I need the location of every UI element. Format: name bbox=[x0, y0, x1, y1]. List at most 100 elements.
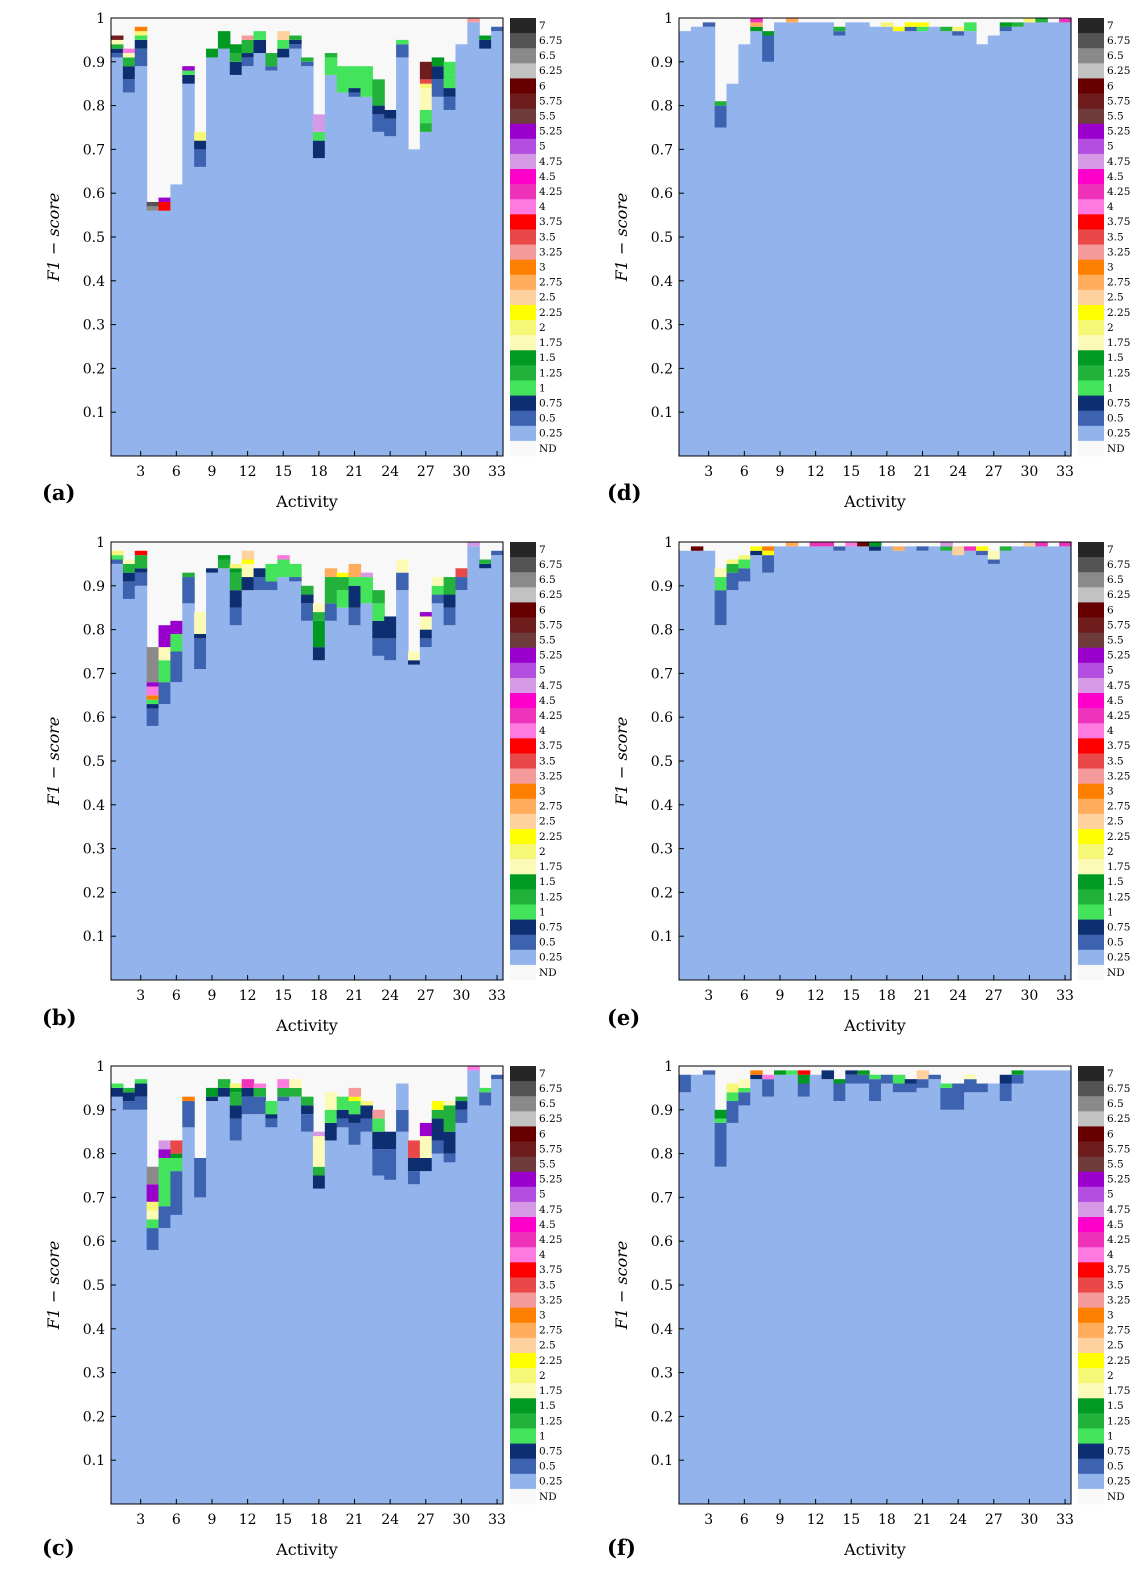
bar-segment bbox=[360, 1105, 373, 1119]
bar-segment bbox=[714, 127, 728, 456]
colorbar-swatch bbox=[510, 1368, 536, 1384]
colorbar-swatch bbox=[510, 949, 536, 966]
bar-segment bbox=[491, 26, 504, 32]
colorbar-swatch bbox=[1078, 1081, 1104, 1097]
bar-segment bbox=[690, 546, 704, 551]
bar-segment bbox=[158, 647, 171, 661]
bar-segment bbox=[1011, 1074, 1025, 1084]
bar-segment bbox=[904, 546, 918, 980]
colorbar-swatch bbox=[1078, 48, 1104, 64]
bar-segment bbox=[360, 1118, 373, 1132]
bar-segment bbox=[916, 31, 930, 456]
colorbar-label: 5 bbox=[1107, 1189, 1114, 1201]
x-tick-label: 27 bbox=[985, 464, 1003, 480]
bar-segment bbox=[679, 1074, 692, 1093]
bar-segment bbox=[265, 577, 278, 582]
y-tick-label: 0.6 bbox=[83, 1234, 105, 1250]
colorbar-label: 6.75 bbox=[1107, 1083, 1130, 1095]
bar-segment bbox=[324, 603, 338, 621]
colorbar-swatch bbox=[1078, 889, 1104, 905]
y-tick-label: 0.7 bbox=[651, 1190, 673, 1206]
bar-segment bbox=[762, 1096, 775, 1504]
bar-segment bbox=[360, 1131, 373, 1504]
colorbar-label: 3.25 bbox=[1107, 246, 1130, 258]
colorbar-swatch bbox=[510, 859, 536, 875]
colorbar-swatch bbox=[1078, 1096, 1104, 1112]
bar-segment bbox=[975, 546, 989, 551]
panel-label: (d) bbox=[607, 480, 642, 505]
bar-segment bbox=[455, 44, 468, 456]
x-tick-label: 12 bbox=[239, 464, 257, 480]
x-axis-label: Activity bbox=[843, 1016, 906, 1035]
colorbar-label: ND bbox=[539, 1491, 557, 1503]
bar-segment bbox=[679, 550, 692, 980]
colorbar-swatch bbox=[510, 380, 536, 396]
colorbar-label: 1.5 bbox=[539, 876, 556, 888]
y-tick-label: 0.4 bbox=[651, 1322, 673, 1338]
colorbar-swatch bbox=[510, 1262, 536, 1278]
y-tick-label: 0.3 bbox=[651, 842, 673, 858]
bar-segment bbox=[134, 572, 148, 586]
bar-segment bbox=[431, 79, 445, 97]
bar-segment bbox=[206, 572, 219, 980]
bar-segment bbox=[396, 1131, 409, 1504]
bar-segment bbox=[975, 550, 989, 556]
bar-segment bbox=[1011, 1083, 1025, 1504]
bar-segment bbox=[146, 695, 160, 700]
bar-segment bbox=[419, 61, 433, 80]
colorbar-label: 1 bbox=[1107, 382, 1114, 394]
x-tick-label: 9 bbox=[208, 1512, 217, 1528]
bar-segment bbox=[158, 1228, 171, 1504]
colorbar-swatch bbox=[1078, 1111, 1104, 1127]
colorbar-swatch bbox=[1078, 557, 1104, 573]
bar-segment bbox=[431, 96, 445, 456]
colorbar-label: 4 bbox=[539, 1249, 546, 1261]
bar-segment bbox=[750, 1070, 763, 1075]
bar-segment bbox=[265, 70, 278, 456]
colorbar-label: 2 bbox=[1107, 1370, 1114, 1382]
colorbar-swatch bbox=[1078, 1413, 1104, 1429]
bar-segment bbox=[396, 44, 409, 58]
y-tick-label: 0.2 bbox=[83, 885, 105, 901]
colorbar-swatch bbox=[510, 1473, 536, 1490]
x-tick-label: 15 bbox=[274, 988, 292, 1004]
colorbar-label: 5.25 bbox=[1107, 650, 1130, 662]
x-tick-label: 12 bbox=[239, 988, 257, 1004]
bar-segment bbox=[467, 1070, 480, 1504]
bar-segment bbox=[277, 555, 290, 560]
bar-segment bbox=[241, 39, 255, 54]
colorbar-label: 2.25 bbox=[1107, 1355, 1130, 1367]
bar-segment bbox=[785, 1074, 799, 1504]
bar-segment bbox=[289, 44, 302, 49]
bar-segment bbox=[253, 1096, 267, 1115]
colorbar-swatch bbox=[510, 1398, 536, 1414]
bar-segment bbox=[253, 39, 267, 54]
y-tick-label: 0.5 bbox=[651, 754, 673, 770]
colorbar-swatch bbox=[1078, 934, 1104, 951]
y-axis-label: F1 − score bbox=[44, 717, 63, 807]
y-tick-label: 0.2 bbox=[651, 361, 673, 377]
colorbar-label: 4.75 bbox=[1107, 1204, 1130, 1216]
x-axis-label: Activity bbox=[843, 1540, 906, 1559]
bar-segment bbox=[880, 546, 894, 980]
bar-segment bbox=[797, 1083, 811, 1097]
bar-segment bbox=[952, 26, 965, 32]
colorbar-swatch bbox=[1078, 380, 1104, 396]
bar-segment bbox=[134, 555, 148, 569]
bar-segment bbox=[289, 39, 302, 45]
bar-segment bbox=[407, 1184, 421, 1504]
chart-panel: 0.10.20.30.40.50.60.70.80.913 6 9 12 15 18 21 2… bbox=[42, 535, 562, 1035]
colorbar-label: 4.75 bbox=[539, 680, 562, 692]
bar-segment bbox=[277, 1101, 290, 1504]
colorbar-label: 2.5 bbox=[1107, 1340, 1124, 1352]
bar-segment bbox=[324, 1140, 338, 1504]
bar-segment bbox=[916, 22, 930, 27]
bar-segment bbox=[384, 136, 397, 456]
bar-segment bbox=[1023, 1070, 1036, 1504]
colorbar-swatch bbox=[510, 320, 536, 336]
colorbar-label: 3.25 bbox=[539, 770, 562, 782]
bar-segment bbox=[229, 1092, 243, 1106]
colorbar-label: 3.5 bbox=[539, 755, 556, 767]
bar-segment bbox=[443, 577, 457, 595]
bar-segment bbox=[443, 61, 457, 75]
